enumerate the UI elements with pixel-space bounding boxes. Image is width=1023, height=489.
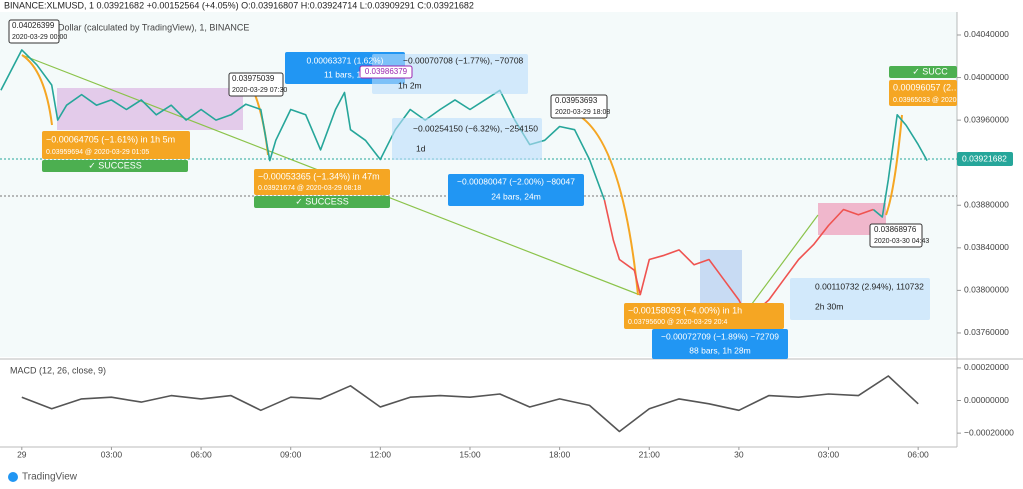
x-tick-label: 06:00 xyxy=(190,449,212,459)
annotation-box xyxy=(889,66,957,78)
annotation-box xyxy=(957,152,1013,166)
annotation: −0.00080047 (−2.00%) −80047 xyxy=(457,176,575,186)
annotation: 2020-03-29 18:08 xyxy=(555,109,610,116)
annotation: 0.03921682 xyxy=(962,153,1007,163)
annotation-box xyxy=(889,80,957,106)
y-tick-label: 0.00000000 xyxy=(964,395,1009,405)
pattern-curve xyxy=(885,114,903,216)
x-tick-label: 29 xyxy=(17,449,27,459)
y-tick-label: 0.00020000 xyxy=(964,362,1009,372)
price-line-series xyxy=(603,199,874,319)
annotation: 2020-03-30 04:43 xyxy=(874,238,929,245)
annotation-box xyxy=(254,169,390,195)
pattern-curve xyxy=(21,54,53,126)
annotation: −0.00158093 (−4.00%) in 1h xyxy=(628,305,742,315)
annotation: 0.03959694 @ 2020-03-29 01:05 xyxy=(46,149,149,156)
annotation: 0.00063371 (1.62%) xyxy=(306,55,383,65)
annotation: −0.00070708 (−1.77%), −70708 xyxy=(403,55,524,65)
x-tick-label: 30 xyxy=(734,449,744,459)
annotation: ✓ SUCC xyxy=(912,66,948,76)
annotation-box xyxy=(652,329,788,359)
annotation-box xyxy=(42,131,190,159)
annotation: −0.00072709 (−1.89%) −72709 xyxy=(661,331,779,341)
annotation: 0.03868976 xyxy=(874,225,917,234)
annotation: ✓ SUCCESS xyxy=(295,196,349,206)
y-tick-label: −0.00020000 xyxy=(964,427,1014,437)
x-tick-label: 06:00 xyxy=(908,449,930,459)
annotation: 0.03921674 @ 2020-03-29 08:18 xyxy=(258,185,361,192)
y-tick-label: 0.03840000 xyxy=(964,242,1009,252)
annotation: 1d xyxy=(416,143,426,153)
annotation: 1h 2m xyxy=(398,80,422,90)
x-tick-label: 21:00 xyxy=(639,449,661,459)
symbol-header: BINANCE:XLMUSD, 1 0.03921682 +0.00152564… xyxy=(4,0,474,10)
annotation-box xyxy=(228,72,284,97)
annotation: 88 bars, 1h 28m xyxy=(689,345,750,355)
annotation: 2020-03-29 00:00 xyxy=(12,34,67,41)
annotation: 11 bars, 1h xyxy=(324,69,366,79)
annotation: ✓ SUCCESS xyxy=(88,160,142,170)
annotation-box xyxy=(624,303,784,329)
annotation: 2h 30m xyxy=(815,301,843,311)
y-tick-label: 0.03760000 xyxy=(964,327,1009,337)
annotation: 0.03986379 xyxy=(365,67,408,76)
price-line-series xyxy=(21,375,919,433)
annotation: 0.03795600 @ 2020-03-29 20:4 xyxy=(628,319,727,326)
logo-icon xyxy=(8,472,18,482)
annotation: 0.03975039 xyxy=(232,74,275,83)
footer-brand[interactable]: TradingView xyxy=(22,472,78,483)
x-tick-label: 12:00 xyxy=(370,449,392,459)
annotation: −0.00064705 (−1.61%) in 1h 5m xyxy=(46,134,175,144)
x-tick-label: 18:00 xyxy=(549,449,571,459)
annotation: −0.00254150 (−6.32%), −254150 xyxy=(413,123,538,133)
macd-title: MACD (12, 26, close, 9) xyxy=(10,365,106,375)
annotation-box xyxy=(790,278,930,320)
annotation-box xyxy=(254,196,390,208)
x-tick-label: 15:00 xyxy=(459,449,481,459)
y-tick-label: 0.03800000 xyxy=(964,285,1009,295)
annotation: 2020-03-29 07:30 xyxy=(232,87,287,94)
x-tick-label: 03:00 xyxy=(101,449,123,459)
annotation: −0.00053365 (−1.34%) in 47m xyxy=(258,171,380,181)
chart-subtitle: Stellar / US Dollar (calculated by Tradi… xyxy=(10,22,249,32)
trend-line xyxy=(739,214,819,321)
annotation-box xyxy=(359,65,413,79)
annotation-box xyxy=(372,54,528,94)
annotation-box xyxy=(8,19,60,44)
y-tick-label: 0.04040000 xyxy=(964,29,1009,39)
annotation-box xyxy=(550,94,608,119)
annotation-box xyxy=(42,160,188,172)
annotation: 0.03965033 @ 2020 xyxy=(893,97,957,104)
x-tick-label: 03:00 xyxy=(818,449,840,459)
annotation: 0.00110732 (2.94%), 110732 xyxy=(815,281,924,291)
annotation: 0.03953693 xyxy=(555,96,598,105)
annotation: 0.04026399 xyxy=(12,21,55,30)
y-tick-label: 0.04000000 xyxy=(964,72,1009,82)
annotation-box xyxy=(392,118,542,160)
annotation-box xyxy=(448,174,584,206)
annotation: 24 bars, 24m xyxy=(491,191,541,201)
y-tick-label: 0.03880000 xyxy=(964,200,1009,210)
y-tick-label: 0.03960000 xyxy=(964,114,1009,124)
annotation: 0.00096057 (2.… xyxy=(893,82,963,92)
annotation-box xyxy=(869,223,923,248)
x-tick-label: 09:00 xyxy=(280,449,302,459)
